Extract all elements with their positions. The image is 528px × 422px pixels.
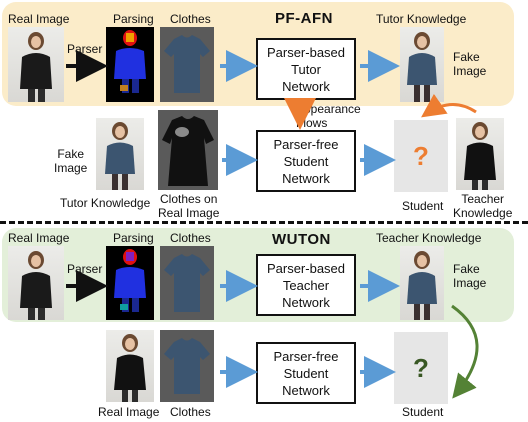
person-blue-top-icon xyxy=(407,251,437,320)
wuton-teacher-network-box: Parser-based Teacher Network xyxy=(256,254,356,316)
pfafn-distill-arrow xyxy=(421,93,477,118)
person-dark-top-icon xyxy=(114,334,146,402)
tshirt-icon xyxy=(164,338,210,394)
wuton-clothes-image xyxy=(160,246,214,320)
person-blue-top-icon xyxy=(407,32,437,102)
section-divider xyxy=(0,221,528,224)
wuton-teacher-fake-image xyxy=(400,246,444,320)
parsing-segmentation-icon xyxy=(114,249,146,312)
person-dark-top-icon xyxy=(20,32,52,102)
person-dark-top-icon xyxy=(20,251,52,320)
black-top-icon xyxy=(162,116,214,186)
wuton-teacher-knowledge-header: Teacher Knowledge xyxy=(376,231,482,245)
pfafn-fake-image-left-label: Fake Image xyxy=(54,147,88,175)
wuton-student-real-image xyxy=(106,330,154,402)
pfafn-clothes-label: Clothes xyxy=(170,12,211,26)
pfafn-fake-image-label: Fake Image xyxy=(453,50,487,78)
pfafn-tutor-knowledge-bottom-label: Tutor Knowledge xyxy=(60,196,151,210)
pfafn-tutor-knowledge-header: Tutor Knowledge xyxy=(376,12,467,26)
pfafn-tutor-fake-image xyxy=(400,27,444,102)
pfafn-student-input-fake-image xyxy=(96,118,144,190)
pfafn-parsing-map xyxy=(106,27,154,102)
wuton-fake-image-label: Fake Image xyxy=(453,262,487,290)
pfafn-student-label: Student xyxy=(402,199,444,213)
wuton-real-image-label: Real Image xyxy=(8,231,70,245)
wuton-student-label: Student xyxy=(402,405,444,419)
wuton-distill-arrow xyxy=(451,304,479,399)
wuton-student-clothes-image xyxy=(160,330,214,402)
pfafn-title: PF-AFN xyxy=(275,10,333,27)
tshirt-icon xyxy=(164,35,210,93)
pfafn-teacher-knowledge-image xyxy=(456,118,504,190)
tshirt-icon xyxy=(164,254,210,312)
wuton-real-image xyxy=(8,246,64,320)
pfafn-clothes-on-real-image xyxy=(158,110,218,190)
wuton-student-network-box: Parser-free Student Network xyxy=(256,342,356,404)
pfafn-student-network-box: Parser-free Student Network xyxy=(256,130,356,192)
pfafn-clothes-image xyxy=(160,27,214,102)
pfafn-real-image xyxy=(8,27,64,102)
pfafn-parsing-label: Parsing xyxy=(113,12,154,26)
wuton-clothes-bottom-label: Clothes xyxy=(170,405,211,419)
parsing-segmentation-icon xyxy=(114,30,146,93)
person-dark-top-icon xyxy=(464,122,496,190)
pfafn-clothes-on-real-label: Clothes on Real Image xyxy=(158,192,220,220)
wuton-clothes-label: Clothes xyxy=(170,231,211,245)
pfafn-teacher-knowledge-label: Teacher Knowledge xyxy=(453,192,513,220)
pfafn-student-output: ? xyxy=(394,120,448,192)
wuton-parsing-map xyxy=(106,246,154,320)
person-blue-top-icon xyxy=(105,122,135,190)
pfafn-real-image-label: Real Image xyxy=(8,12,70,26)
wuton-title: WUTON xyxy=(272,231,331,248)
wuton-real-image-bottom-label: Real Image xyxy=(98,405,160,419)
wuton-student-output: ? xyxy=(394,332,448,404)
wuton-parsing-label: Parsing xyxy=(113,231,154,245)
